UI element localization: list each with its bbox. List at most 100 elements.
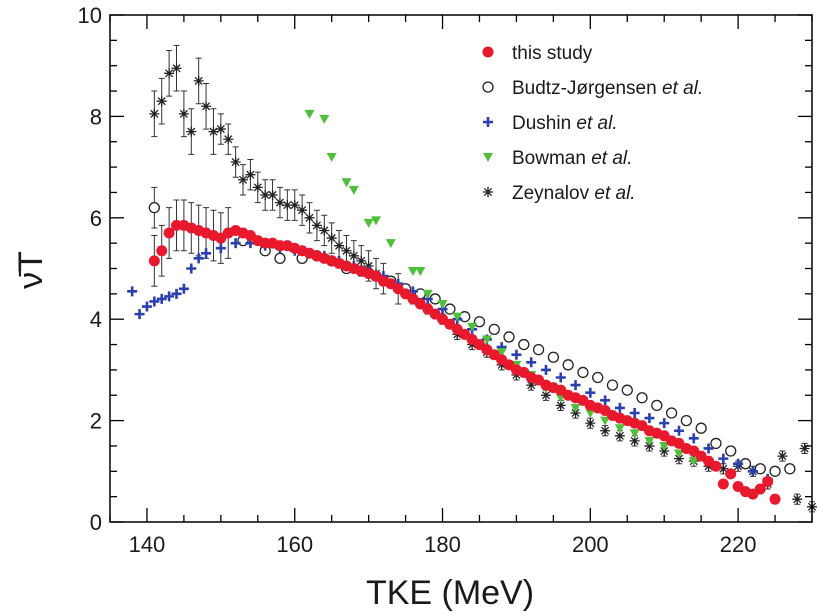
data-point	[164, 68, 175, 79]
data-point	[526, 357, 537, 368]
data-point	[769, 493, 781, 505]
data-point	[733, 458, 744, 469]
legend-entry: Dushin et al.	[512, 113, 618, 134]
data-point	[644, 413, 655, 424]
legend-marker	[483, 117, 493, 127]
legend-entry: Bowman et al.	[512, 148, 632, 169]
data-point	[127, 286, 138, 297]
data-point	[141, 301, 152, 312]
data-point	[149, 108, 160, 119]
data-point	[282, 200, 293, 211]
data-point	[415, 267, 426, 277]
y-tick-label: 8	[90, 104, 102, 129]
data-point	[319, 114, 330, 124]
data-point	[348, 250, 359, 261]
data-point	[762, 475, 774, 487]
data-point	[156, 96, 167, 107]
data-point	[651, 399, 663, 412]
data-point	[311, 220, 322, 231]
x-tick-label: 140	[129, 532, 166, 557]
legend-name: this study	[512, 43, 593, 64]
data-point	[260, 189, 271, 200]
data-point	[289, 200, 300, 211]
data-point	[363, 218, 374, 228]
y-tick-label: 0	[90, 510, 102, 535]
data-point	[710, 437, 722, 450]
legend-marker	[483, 187, 493, 197]
data-point	[171, 63, 182, 74]
x-tick-label: 220	[720, 532, 757, 557]
data-point	[644, 436, 655, 446]
data-point	[201, 101, 212, 112]
data-point	[326, 152, 337, 162]
data-point	[614, 402, 625, 413]
data-point	[371, 216, 382, 226]
data-point	[718, 463, 729, 474]
data-point	[673, 425, 684, 436]
y-tick-label: 2	[90, 409, 102, 434]
data-point	[178, 108, 189, 119]
data-point	[304, 109, 315, 119]
x-axis-title: TKE (MeV)	[366, 574, 534, 612]
legend-etal: et al.	[594, 183, 635, 204]
data-point	[245, 169, 256, 180]
series-0	[148, 219, 781, 505]
data-point	[710, 460, 722, 472]
data-point	[777, 451, 788, 462]
data-point	[511, 349, 522, 360]
data-point	[488, 323, 500, 335]
data-point	[799, 443, 810, 454]
data-point	[718, 453, 729, 464]
data-point	[673, 453, 684, 464]
data-point	[223, 134, 234, 145]
data-point	[467, 322, 478, 332]
data-point	[659, 418, 670, 429]
data-point	[422, 289, 433, 299]
data-point	[156, 245, 168, 257]
data-point	[540, 364, 551, 375]
data-point	[134, 309, 145, 320]
data-point	[348, 185, 359, 195]
data-point	[570, 407, 581, 418]
legend-name: Budtz-Jørgensen	[512, 78, 662, 99]
data-point	[614, 424, 625, 434]
data-point	[341, 245, 352, 256]
data-point	[163, 227, 175, 239]
data-point	[230, 157, 241, 168]
data-point	[186, 126, 197, 137]
data-point	[688, 433, 699, 444]
data-point	[319, 225, 330, 236]
data-point	[526, 380, 537, 391]
data-point	[437, 299, 448, 309]
data-point	[148, 202, 160, 214]
data-point	[606, 379, 619, 391]
data-point	[385, 239, 396, 249]
data-point	[703, 443, 714, 454]
data-point	[570, 403, 581, 413]
legend-name: Dushin	[512, 113, 576, 134]
data-point	[540, 390, 551, 401]
data-point	[201, 248, 212, 259]
data-point	[473, 316, 486, 328]
data-point	[547, 351, 560, 363]
data-point	[452, 312, 463, 322]
y-tick-label: 10	[78, 3, 102, 28]
data-point	[629, 429, 640, 439]
data-point	[215, 243, 226, 254]
y-tick-label: 6	[90, 206, 102, 231]
data-point	[148, 255, 160, 267]
data-point	[600, 416, 611, 426]
data-point	[208, 126, 219, 137]
plot-frame	[109, 14, 813, 523]
data-point	[555, 400, 566, 411]
data-point	[629, 407, 640, 418]
legend-entry: Zeynalov et al.	[512, 183, 636, 204]
data-point	[503, 331, 515, 343]
data-point	[636, 392, 648, 404]
legend-name: Bowman	[512, 148, 591, 169]
data-point	[585, 418, 596, 429]
x-tick-label: 160	[276, 532, 313, 557]
data-point	[614, 430, 625, 441]
x-tick-label: 180	[424, 532, 461, 557]
